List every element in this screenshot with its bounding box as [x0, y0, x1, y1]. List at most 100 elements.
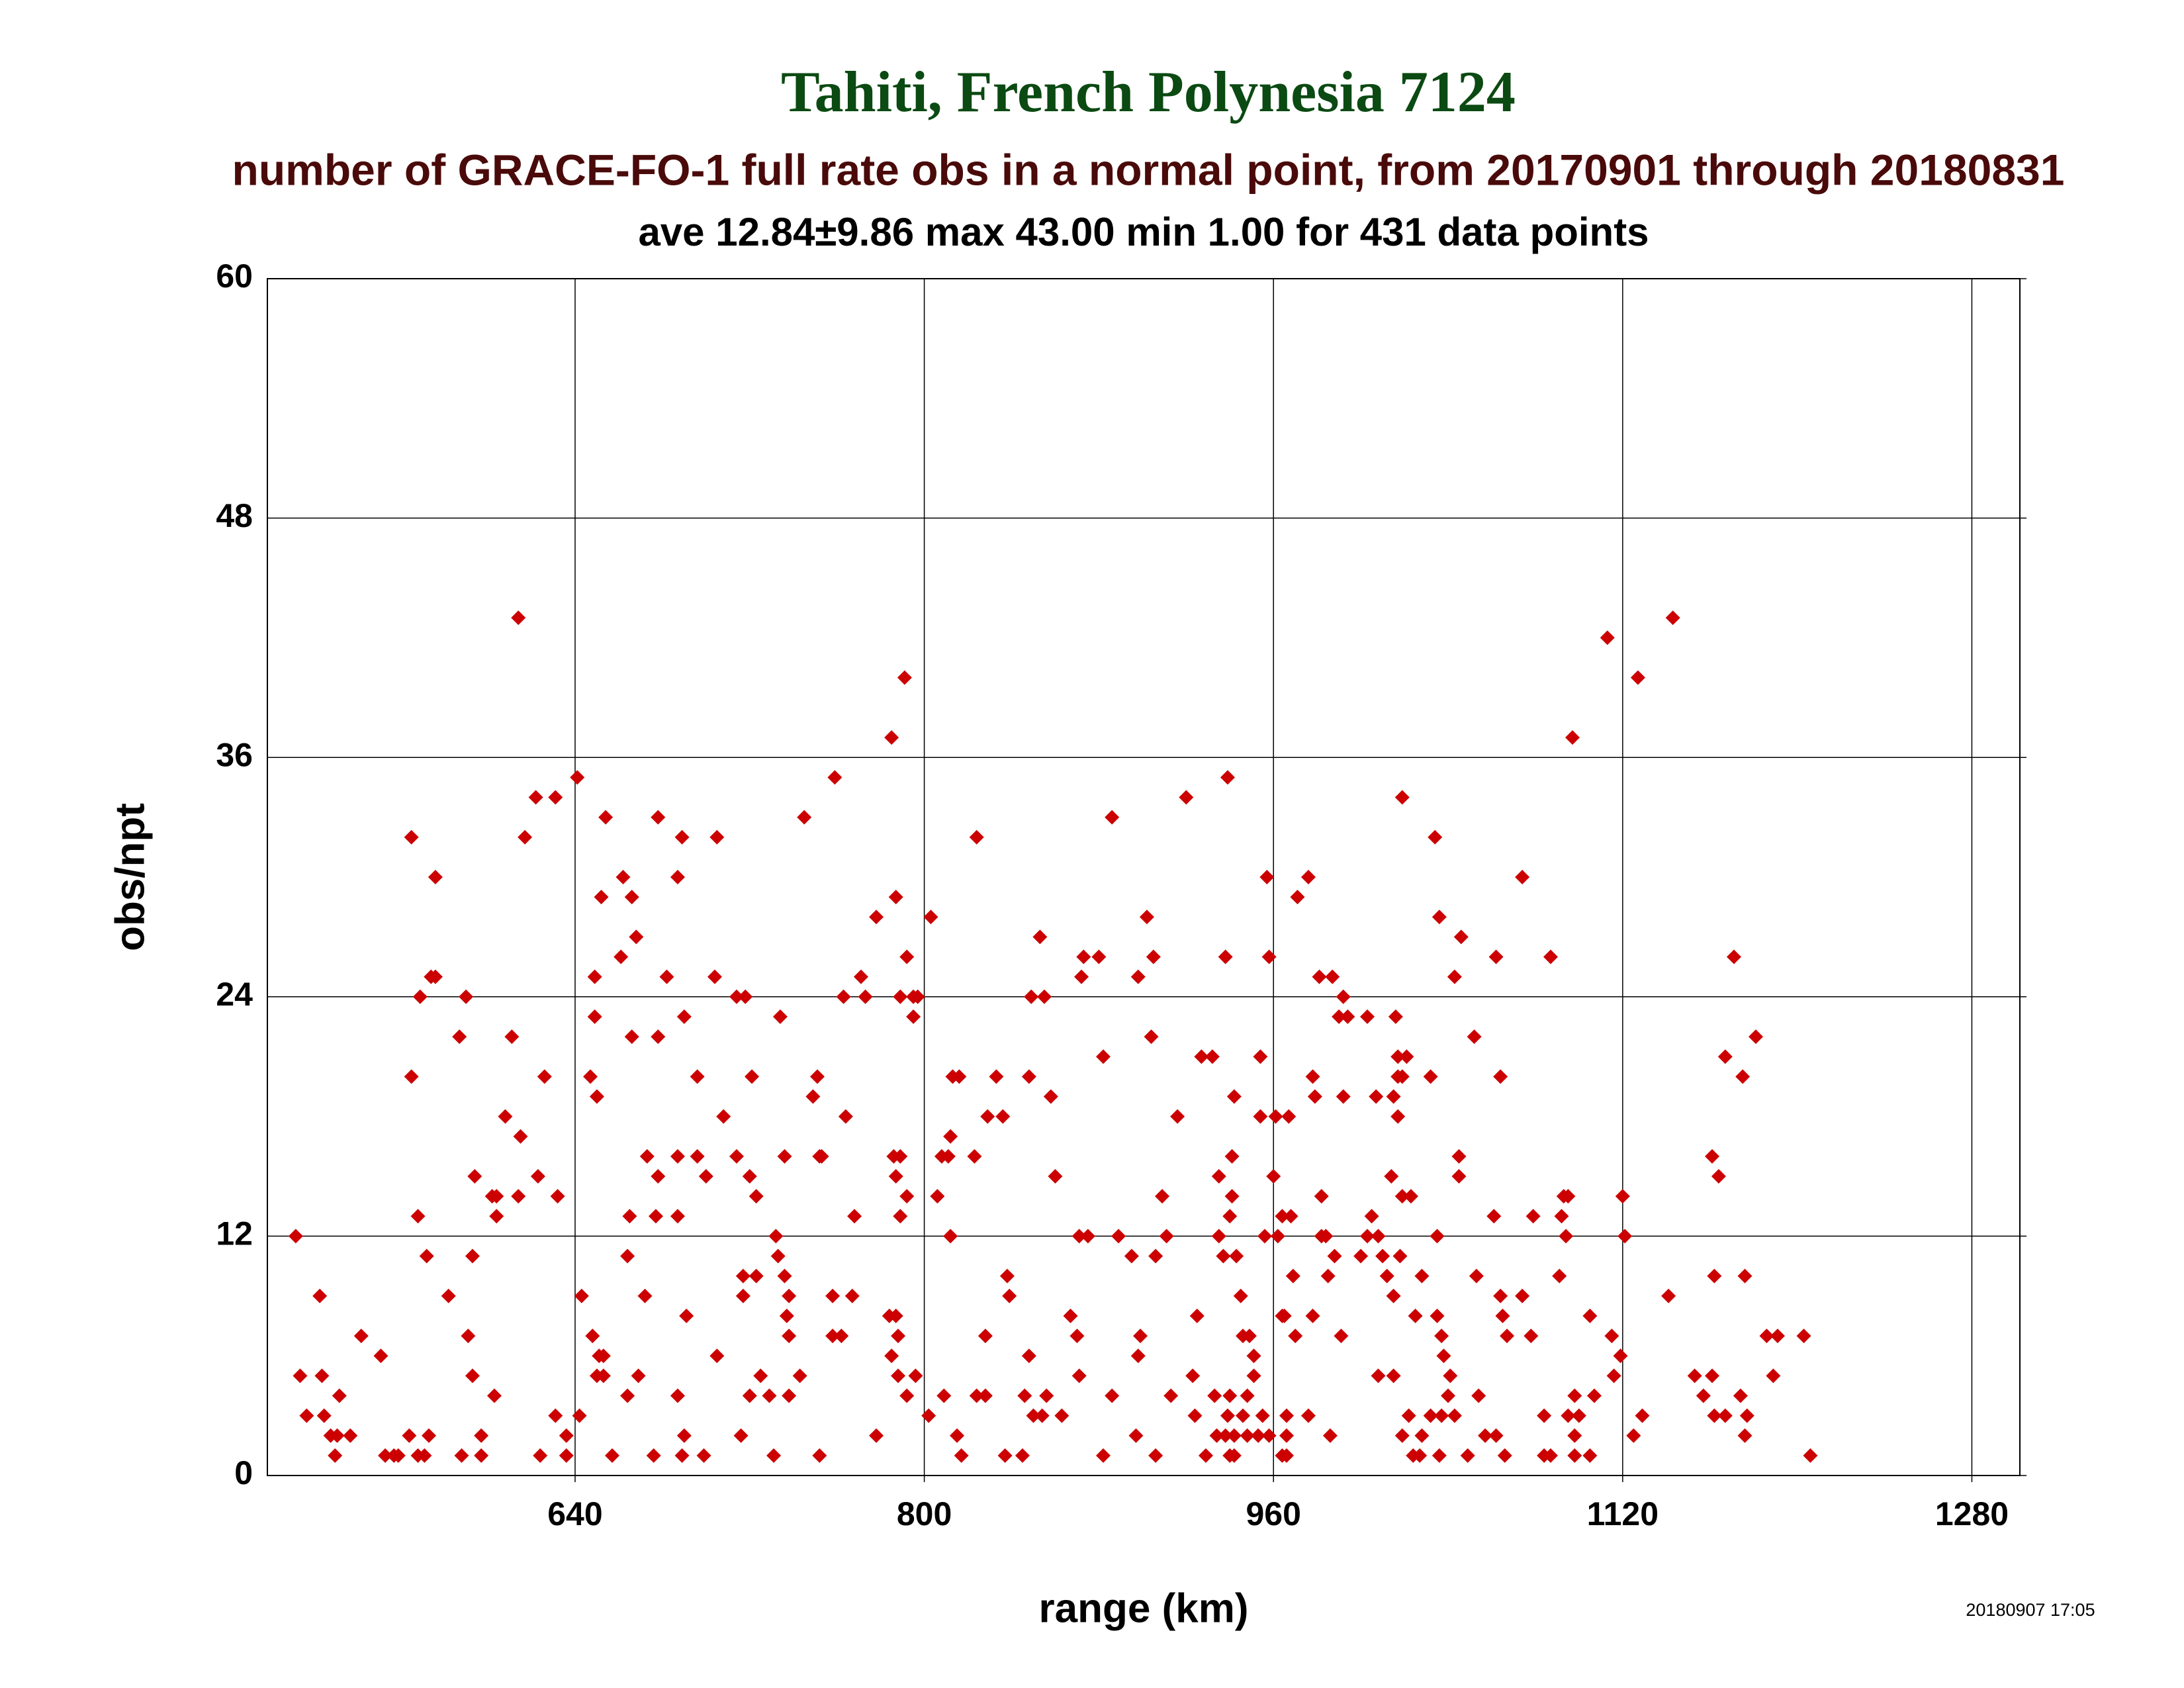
data-point: [1139, 910, 1154, 925]
data-point: [1379, 1268, 1394, 1284]
data-point: [1748, 1029, 1763, 1045]
data-point: [1615, 1189, 1630, 1204]
data-point: [330, 1428, 345, 1443]
data-point: [1394, 1428, 1410, 1443]
y-tick-label: 0: [234, 1454, 253, 1491]
x-tick-label: 1120: [1587, 1495, 1659, 1532]
data-point: [651, 1169, 666, 1184]
data-point: [1796, 1329, 1811, 1344]
data-point: [1561, 1189, 1576, 1204]
y-tick-label: 48: [216, 497, 253, 534]
data-point: [1467, 1029, 1482, 1045]
data-point: [1340, 1009, 1355, 1024]
data-point: [467, 1169, 482, 1184]
data-point: [838, 1109, 853, 1124]
data-point: [459, 989, 474, 1004]
data-point: [550, 1189, 565, 1204]
data-point: [518, 829, 533, 845]
data-point: [1253, 1049, 1268, 1064]
data-point: [1233, 1288, 1248, 1303]
data-point: [1155, 1189, 1170, 1204]
data-point: [1095, 1049, 1111, 1064]
data-point: [1567, 1428, 1582, 1443]
data-point: [770, 1248, 786, 1264]
data-point: [1163, 1388, 1179, 1403]
data-point: [1567, 1388, 1582, 1403]
data-point: [1408, 1308, 1423, 1323]
data-point: [893, 1209, 908, 1224]
data-point: [888, 1308, 903, 1323]
data-point: [797, 810, 812, 825]
data-point: [316, 1408, 332, 1423]
data-point: [1222, 1388, 1238, 1403]
data-point: [1495, 1308, 1510, 1323]
data-point: [1500, 1329, 1515, 1344]
data-point: [1288, 1329, 1303, 1344]
data-point: [312, 1288, 328, 1303]
data-point: [670, 1209, 685, 1224]
chart-title: Tahiti, French Polynesia 7124: [781, 60, 1516, 124]
data-point: [670, 1388, 685, 1403]
data-point: [812, 1448, 827, 1463]
data-point: [899, 1388, 915, 1403]
data-point: [587, 969, 602, 984]
data-point: [548, 1408, 563, 1423]
data-point: [620, 1248, 635, 1264]
data-point: [674, 1448, 690, 1463]
data-point: [1071, 1229, 1087, 1244]
data-point: [1369, 1089, 1384, 1104]
data-point: [1332, 1009, 1347, 1024]
data-point: [1021, 1069, 1036, 1084]
data-point: [888, 890, 903, 905]
data-point: [465, 1248, 480, 1264]
data-point: [1390, 1049, 1406, 1064]
data-point: [899, 949, 915, 964]
data-point: [1770, 1329, 1785, 1344]
data-point: [1105, 810, 1120, 825]
data-point: [1717, 1408, 1733, 1423]
data-point: [1759, 1329, 1774, 1344]
data-point: [997, 1448, 1013, 1463]
data-point: [1130, 1348, 1146, 1364]
data-point: [1185, 1368, 1201, 1383]
data-point: [834, 1329, 849, 1344]
data-point: [1133, 1329, 1148, 1344]
data-point: [978, 1388, 993, 1403]
data-point: [891, 1329, 906, 1344]
data-point: [1334, 1329, 1349, 1344]
data-point: [908, 1368, 923, 1383]
data-point: [1229, 1248, 1244, 1264]
data-point: [620, 1388, 635, 1403]
data-point: [585, 1329, 600, 1344]
data-point: [792, 1368, 807, 1383]
data-point: [969, 829, 984, 845]
data-point: [1305, 1069, 1320, 1084]
data-point: [995, 1109, 1011, 1124]
data-point: [1353, 1248, 1369, 1264]
data-point: [572, 1408, 587, 1423]
data-point: [735, 1288, 751, 1303]
y-axis-label: obs/npt: [107, 803, 153, 951]
data-point: [1525, 1209, 1541, 1224]
data-point: [1224, 1149, 1240, 1164]
data-point: [1095, 1448, 1111, 1463]
data-point: [1024, 989, 1039, 1004]
data-point: [869, 1428, 884, 1443]
data-point: [422, 1428, 437, 1443]
data-point: [1453, 929, 1469, 945]
data-point: [1312, 969, 1327, 984]
data-point: [1279, 1408, 1294, 1423]
data-point: [1399, 1049, 1414, 1064]
data-point: [690, 1069, 705, 1084]
data-point: [729, 989, 744, 1004]
data-point: [814, 1149, 829, 1164]
data-point: [1218, 949, 1233, 964]
data-point: [1384, 1169, 1399, 1184]
data-point: [1478, 1428, 1493, 1443]
data-point: [1277, 1308, 1292, 1323]
data-point: [1255, 1408, 1270, 1423]
data-point: [1216, 1248, 1231, 1264]
data-point: [1336, 989, 1351, 1004]
data-point: [1394, 1189, 1410, 1204]
